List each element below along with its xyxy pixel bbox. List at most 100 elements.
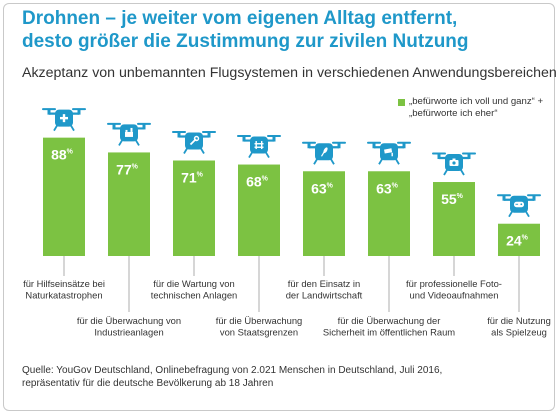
drone-propeller: [72, 108, 86, 111]
drone-leg: [70, 125, 75, 132]
drone-icon: [367, 141, 411, 165]
category-label: für den Einsatz in: [288, 278, 360, 289]
bar: [433, 182, 475, 256]
drone-icon: [172, 131, 216, 154]
wrench-icon: [189, 135, 200, 146]
drone-rotor: [272, 136, 276, 142]
drone-propeller: [42, 108, 56, 111]
chart-title-line: desto größer die Zustimmung zur zivilen …: [22, 31, 469, 52]
chart-title: Drohnen – je weiter vom eigenen Alltag e…: [22, 7, 542, 53]
bar: [498, 223, 540, 256]
icon-part: [515, 203, 519, 205]
icon-part: [261, 141, 263, 150]
value-label: 24%: [506, 233, 529, 249]
drone-leg: [378, 158, 383, 165]
icon-part: [384, 148, 393, 154]
photo-camera-icon: [449, 158, 459, 167]
drone-propeller: [302, 141, 316, 144]
drone-propeller: [107, 122, 121, 125]
drone-rotor: [467, 154, 471, 160]
drone-propeller: [497, 194, 511, 197]
drone-icon: [237, 135, 281, 159]
icon-part: [255, 141, 257, 150]
drone-propeller: [527, 194, 541, 197]
value-label: 63%: [376, 180, 399, 196]
drone-icon: [432, 152, 476, 176]
drone-rotor: [402, 143, 406, 149]
drone-leg: [395, 158, 400, 165]
drone-rotor: [502, 195, 506, 201]
drone-propeller: [172, 131, 186, 134]
icon-part: [60, 116, 68, 120]
drone-leg: [248, 152, 253, 159]
icon-part: [254, 143, 264, 145]
category-label: für professionelle Foto-: [406, 278, 502, 289]
drone-rotor: [307, 143, 311, 149]
category-label: und Videoaufnahmen: [410, 290, 499, 301]
chart-subtitle: Akzeptanz von unbemannten Flugsystemen i…: [22, 65, 557, 81]
category-label: Naturkatastrophen: [25, 290, 102, 301]
category-label: technischen Anlagen: [151, 290, 238, 301]
category-label: für die Überwachung von: [77, 315, 181, 326]
border-fence-icon: [254, 141, 264, 150]
bar: [303, 171, 345, 256]
value-label: 55%: [441, 191, 464, 207]
drone-rotor: [112, 124, 116, 130]
category-label: von Staatsgrenzen: [220, 327, 298, 338]
legend-swatch: [398, 99, 405, 106]
icon-part: [125, 131, 133, 137]
drone-propeller: [367, 141, 381, 144]
icon-part: [125, 129, 128, 132]
drone-icon: [42, 108, 86, 132]
legend-label: „befürworte ich voll und ganz“ + „befürw…: [409, 96, 548, 120]
drone-rotor: [532, 195, 536, 201]
source-line: Quelle: YouGov Deutschland, Onlinebefrag…: [22, 365, 443, 376]
category-label: als Spielzeug: [491, 327, 547, 338]
bar: [43, 137, 85, 256]
category-label: für die Überwachung der: [338, 315, 441, 326]
icon-part: [130, 127, 133, 132]
icon-part: [520, 203, 523, 206]
drone-leg: [460, 169, 465, 176]
value-label: 88%: [51, 147, 74, 163]
icon-part: [452, 161, 456, 165]
icon-part: [452, 158, 456, 161]
drone-propeller: [237, 135, 251, 138]
drone-rotor: [177, 132, 181, 138]
drone-leg: [53, 125, 58, 132]
drone-leg: [265, 152, 270, 159]
bar: [173, 160, 215, 256]
drone-leg: [508, 211, 513, 218]
drone-rotor: [337, 143, 341, 149]
drone-rotor: [47, 109, 51, 115]
factory-icon: [125, 127, 133, 137]
wheat-icon: [320, 147, 328, 157]
legend-label-line: „befürworte ich voll und ganz“ +: [409, 96, 544, 107]
icon-part: [193, 135, 200, 142]
drone-leg: [118, 139, 123, 146]
drone-icon: [107, 122, 151, 146]
drone-leg: [313, 158, 318, 165]
category-label: Industrieanlagen: [94, 327, 163, 338]
cctv-camera-icon: [384, 148, 393, 157]
legend: „befürworte ich voll und ganz“ + „befürw…: [398, 96, 548, 120]
drone-rotor: [437, 154, 441, 160]
drone-leg: [183, 148, 188, 154]
value-label: 68%: [246, 174, 269, 190]
drone-propeller: [462, 152, 476, 155]
icon-part: [391, 152, 393, 157]
category-label: der Landwirtschaft: [286, 290, 363, 301]
drone-leg: [135, 139, 140, 146]
drone-propeller: [332, 141, 346, 144]
source-note: Quelle: YouGov Deutschland, Onlinebefrag…: [22, 364, 542, 390]
category-label: Sicherheit im öffentlichen Raum: [323, 327, 455, 338]
drone-body: [250, 136, 268, 154]
drone-leg: [200, 148, 205, 154]
drone-propeller: [432, 152, 446, 155]
source-line: repräsentativ für die deutsche Bevölkeru…: [22, 378, 274, 389]
icon-part: [323, 147, 328, 154]
category-label: für Hilfseinsätze bei: [23, 278, 105, 289]
drone-rotor: [242, 136, 246, 142]
drone-icon: [497, 194, 541, 218]
